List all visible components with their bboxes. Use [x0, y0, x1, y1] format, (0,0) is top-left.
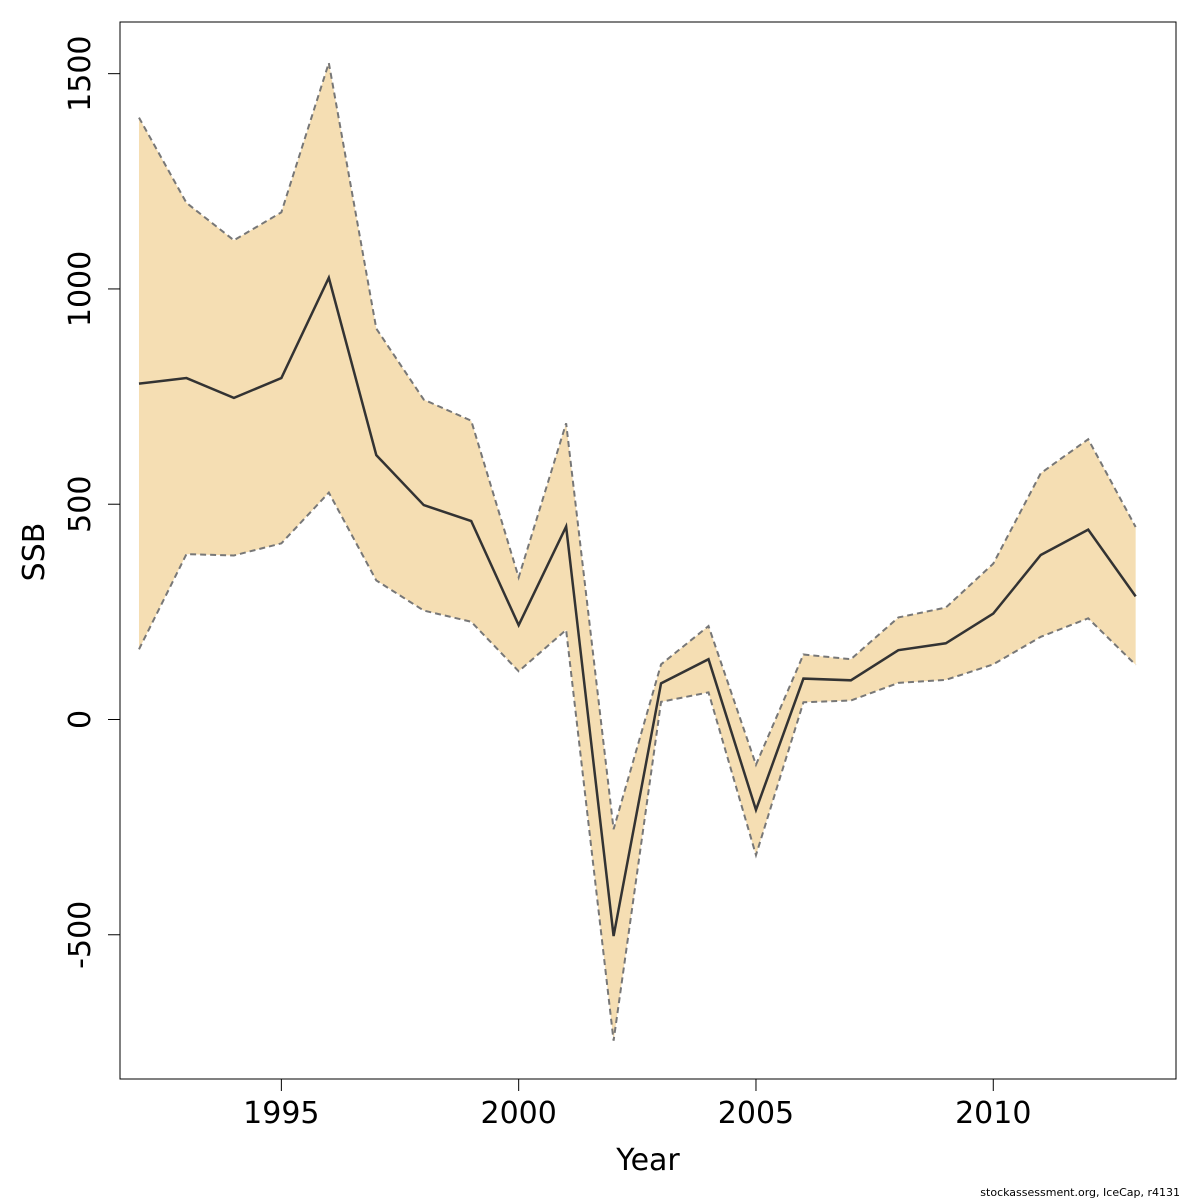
- estimate-line: [138, 274, 1137, 937]
- y-tick-label: 500: [63, 476, 98, 533]
- y-tick-label: 1500: [63, 35, 98, 111]
- y-axis-title: SSB: [17, 523, 52, 582]
- confidence-band-layer: [138, 62, 1136, 1041]
- x-tick-label: 2000: [480, 1096, 556, 1131]
- x-tick-label: 2005: [718, 1096, 794, 1131]
- x-axis: 1995 2000 2005 2010: [243, 1078, 1031, 1131]
- x-tick-label: 1995: [243, 1096, 319, 1131]
- y-tick-label: -500: [63, 901, 98, 969]
- upper-bound-line: [138, 62, 1137, 830]
- y-axis: -500 0 500 1000 1500: [63, 35, 121, 969]
- x-axis-title: Year: [615, 1143, 680, 1178]
- y-tick-label: 1000: [63, 251, 98, 327]
- y-tick-label: 0: [63, 710, 98, 729]
- x-tick-label: 2010: [955, 1096, 1031, 1131]
- lower-bound-line: [138, 490, 1137, 1041]
- credit-text: stockassessment.org, IceCap, r4131: [980, 1186, 1180, 1199]
- confidence-band: [138, 62, 1136, 1041]
- series-line-layer: [138, 62, 1137, 1041]
